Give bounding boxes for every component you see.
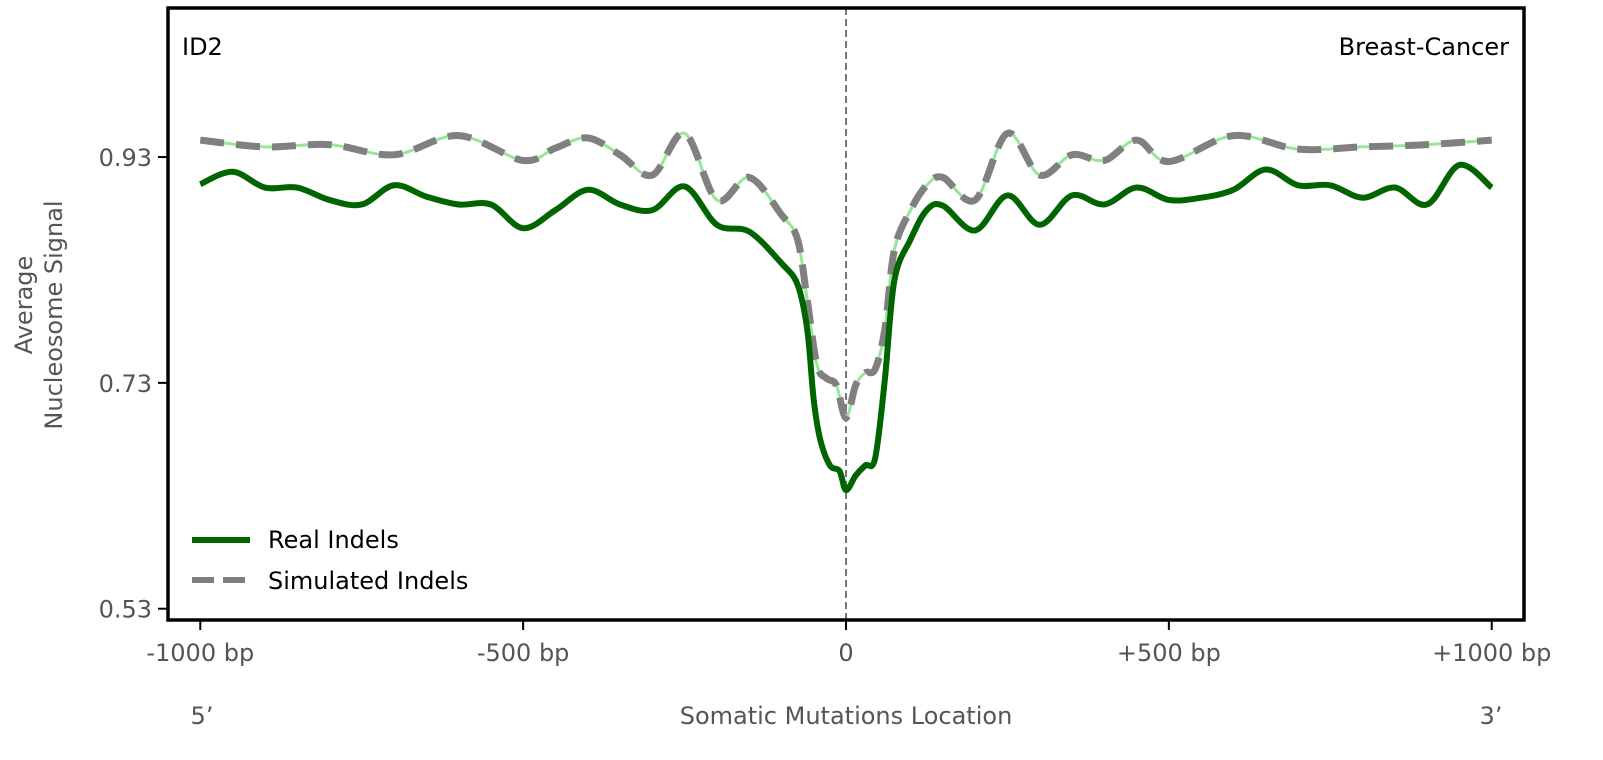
x-tick-label: -1000 bp xyxy=(146,639,254,667)
five-prime-label: 5’ xyxy=(191,702,214,730)
y-tick-label: 0.93 xyxy=(99,144,152,172)
three-prime-label: 3’ xyxy=(1480,702,1503,730)
chart-title-left: ID2 xyxy=(182,33,223,61)
x-tick-label: 0 xyxy=(838,639,853,667)
y-tick-label: 0.73 xyxy=(99,370,152,398)
real-indels-line xyxy=(199,161,1494,494)
legend-simulated-label: Simulated Indels xyxy=(268,567,468,595)
x-tick-label: -500 bp xyxy=(477,639,570,667)
simulated-indels-line xyxy=(199,129,1492,422)
x-axis-label: Somatic Mutations Location xyxy=(680,702,1013,730)
legend-real-label: Real Indels xyxy=(268,526,399,554)
chart-title-right: Breast-Cancer xyxy=(1339,33,1509,61)
y-axis-label-line1: Average xyxy=(10,256,38,355)
y-tick-label: 0.53 xyxy=(99,596,152,624)
y-axis-label-line2: Nucleosome Signal xyxy=(40,200,68,429)
x-tick-label: +1000 bp xyxy=(1432,639,1551,667)
legend: Real Indels Simulated Indels xyxy=(192,526,468,595)
x-tick-label: +500 bp xyxy=(1117,639,1221,667)
